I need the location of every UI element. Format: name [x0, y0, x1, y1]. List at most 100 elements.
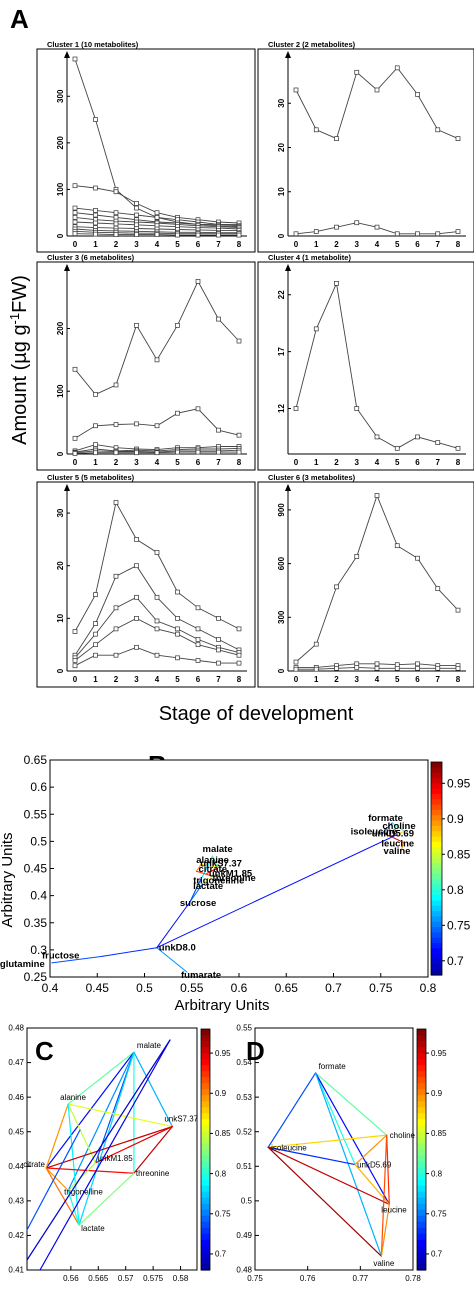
- colorbar-tick-label: 0.75: [447, 918, 471, 932]
- data-point: [93, 231, 98, 237]
- cluster-frame: [257, 481, 474, 688]
- data-point: [93, 442, 98, 447]
- colorbar-segment: [417, 1203, 426, 1211]
- data-point: [195, 406, 201, 412]
- plot-frame: [49, 759, 429, 978]
- node-label: formate: [319, 1062, 347, 1071]
- y-tick-label: 12: [277, 404, 286, 413]
- x-tick-label: 8: [456, 458, 461, 467]
- network-edge: [45, 1167, 80, 1226]
- colorbar-segment: [201, 1221, 210, 1229]
- colorbar-segment: [417, 1101, 426, 1108]
- data-point: [72, 205, 78, 211]
- node-label: unkD5.69: [372, 828, 414, 839]
- network-edge: [267, 1146, 356, 1166]
- data-point: [455, 136, 461, 141]
- cluster-chart-5: Cluster 5 (5 metabolites) 0 1 2 3 4 5 6 7 8 0 10 20 3…: [36, 473, 256, 688]
- colorbar-segment: [431, 905, 442, 912]
- network-edge: [195, 870, 214, 877]
- y-tick-label: 0.51: [236, 1162, 252, 1171]
- node-label: glutamine: [0, 959, 45, 970]
- x-tick-label: 1: [93, 240, 98, 249]
- y-axis-arrow: [285, 264, 291, 271]
- data-point: [72, 219, 78, 225]
- node-label: threonine: [213, 873, 256, 884]
- colorbar-segment: [431, 783, 442, 790]
- data-point: [293, 666, 299, 672]
- data-point: [72, 366, 78, 372]
- colorbar-frame: [430, 761, 443, 976]
- colorbar-tick-label: 0.75: [431, 1209, 447, 1218]
- data-point: [93, 392, 98, 397]
- colorbar-tick-label: 0.85: [447, 847, 471, 861]
- network-edge: [94, 1125, 173, 1164]
- colorbar-segment: [431, 916, 442, 923]
- colorbar-segment: [417, 1083, 426, 1090]
- cluster-chart-6: Cluster 6 (3 metabolites) 0 1 2 3 4 5 6 7 8 0 300 60…: [257, 473, 474, 688]
- colorbar-segment: [201, 1197, 210, 1205]
- colorbar-segment: [201, 1245, 210, 1253]
- data-point: [134, 450, 139, 456]
- y-tick-label: 0.25: [24, 970, 48, 984]
- x-tick-label: 2: [334, 240, 339, 249]
- colorbar-segment: [431, 788, 442, 795]
- x-tick-label: 0: [294, 675, 299, 684]
- colorbar-segment: [201, 1179, 210, 1187]
- x-tick-label: 5: [395, 240, 400, 249]
- network-edge: [200, 863, 219, 868]
- colorbar-segment: [201, 1059, 210, 1066]
- data-point: [113, 450, 119, 456]
- data-point: [435, 586, 441, 592]
- x-tick-label: 0.4: [42, 981, 59, 995]
- x-tick-label: 2: [114, 458, 119, 467]
- data-point: [154, 626, 160, 632]
- colorbar-segment: [201, 1155, 210, 1163]
- colorbar-segment: [417, 1173, 426, 1181]
- node-label: fumarate: [181, 970, 221, 981]
- cluster-panels: Cluster 1 (10 metabolites)0 1 2 3 4 5 6 7 801002…: [36, 40, 474, 688]
- data-point: [455, 607, 461, 613]
- data-point: [113, 573, 119, 579]
- data-point: [93, 185, 98, 191]
- x-tick-label: 2: [334, 458, 339, 467]
- x-tick-label: 4: [155, 675, 160, 684]
- y-tick-label: 0.54: [236, 1058, 252, 1067]
- data-point: [113, 382, 119, 388]
- colorbar-segment: [417, 1041, 426, 1048]
- colorbar-segment: [201, 1089, 210, 1096]
- x-tick-label: 0.75: [247, 1274, 263, 1283]
- y-tick-label: 0.6: [30, 780, 47, 794]
- node-label: lactate: [193, 881, 223, 892]
- network-edge: [354, 1134, 388, 1166]
- colorbar-segment: [417, 1071, 426, 1078]
- node-label: unkS7.37: [164, 1115, 198, 1124]
- data-point: [374, 665, 380, 671]
- x-tick-label: 4: [375, 240, 380, 249]
- colorbar-segment: [201, 1227, 210, 1235]
- y-tick-label: 0.3: [30, 943, 47, 957]
- data-point: [93, 117, 98, 122]
- colorbar-segment: [417, 1263, 426, 1271]
- data-point: [134, 594, 139, 600]
- data-point: [93, 592, 98, 598]
- colorbar-segment: [431, 959, 442, 965]
- colorbar-segment: [431, 900, 442, 907]
- data-point: [334, 136, 339, 141]
- network-edge: [45, 1167, 135, 1174]
- y-axis-arrow: [285, 51, 291, 58]
- data-point: [415, 92, 420, 97]
- x-tick-label: 0.565: [88, 1274, 109, 1283]
- data-point: [216, 449, 221, 455]
- y-tick-label: 0: [56, 233, 65, 238]
- data-point: [195, 232, 201, 238]
- y-tick-label: 0.45: [24, 862, 48, 876]
- y-tick-label: 0.52: [236, 1127, 252, 1136]
- y-tick-label: 30: [277, 98, 286, 107]
- cluster-chart-1: Cluster 1 (10 metabolites) 0 1 2 3 4 5 6 7 8 0 100 2…: [36, 40, 256, 253]
- x-tick-label: 0.7: [325, 981, 342, 995]
- data-point: [394, 65, 400, 71]
- colorbar-segment: [431, 937, 442, 944]
- y-tick-label: 0.65: [24, 753, 48, 767]
- data-point: [354, 406, 360, 411]
